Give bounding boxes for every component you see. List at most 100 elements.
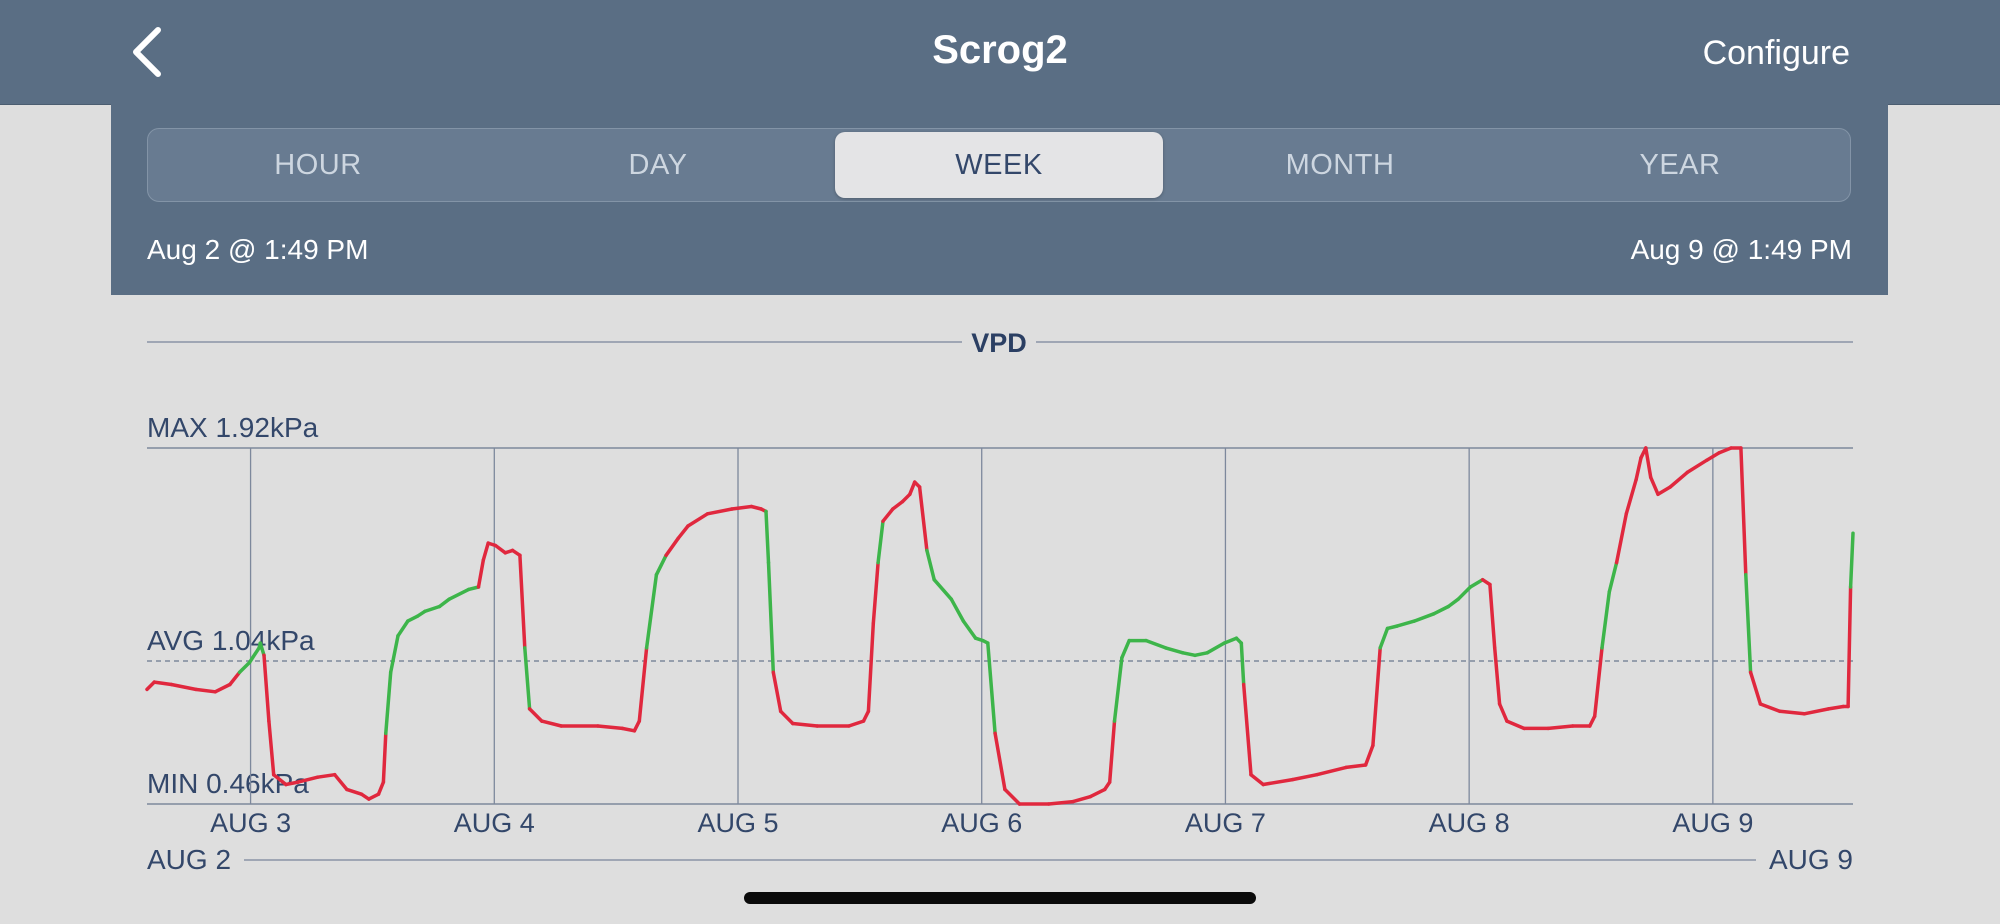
vpd-line-segment xyxy=(1644,446,1653,480)
vpd-line-segment xyxy=(447,587,471,601)
nav-bar: Scrog2 Configure xyxy=(0,0,2000,105)
vpd-line-segment xyxy=(406,614,420,623)
vpd-line-segment xyxy=(778,709,795,726)
vpd-line-segment xyxy=(1344,763,1368,770)
vpd-line-segment xyxy=(423,604,442,614)
vpd-line-segment xyxy=(891,499,905,511)
vpd-line-segment xyxy=(1497,702,1509,723)
vpd-line-segment xyxy=(1802,707,1831,716)
vpd-line-segment xyxy=(1378,626,1390,650)
vpd-line-segment xyxy=(1505,719,1526,731)
vpd-line-segment xyxy=(1241,682,1253,777)
vpd-line-segment xyxy=(1261,777,1295,787)
vpd-line-segment xyxy=(1181,651,1197,658)
vpd-line-segment xyxy=(861,709,871,723)
vpd-line-segment xyxy=(1163,646,1185,655)
vpd-line-segment xyxy=(493,543,508,555)
vpd-line-segment xyxy=(1846,585,1853,709)
range-panel: HOUR DAY WEEK MONTH YEAR Aug 2 @ 1:49 PM… xyxy=(111,104,1888,295)
vpd-line-segment xyxy=(384,670,393,736)
vpd-line-segment xyxy=(881,507,895,523)
vpd-line-segment xyxy=(271,772,288,787)
tab-hour[interactable]: HOUR xyxy=(274,149,362,181)
vpd-line-segment xyxy=(949,597,966,623)
tab-week[interactable]: WEEK xyxy=(835,132,1163,198)
tab-year[interactable]: YEAR xyxy=(1639,149,1721,181)
vpd-line-segment xyxy=(871,560,880,626)
vpd-line-segment xyxy=(596,724,624,731)
vpd-line-segment xyxy=(1239,641,1246,687)
vpd-line-segment xyxy=(766,560,776,675)
vpd-line-segment xyxy=(1758,702,1782,714)
vpd-line-segment xyxy=(540,719,564,728)
vpd-line-segment xyxy=(686,512,710,528)
vpd-line-segment xyxy=(1412,612,1436,623)
vpd-line-segment xyxy=(376,780,386,796)
range-end-axis-label: AUG 9 xyxy=(1769,844,1853,875)
vpd-line-segment xyxy=(620,726,637,733)
chevron-left-icon xyxy=(133,27,161,77)
x-tick-label: AUG 4 xyxy=(454,808,535,838)
configure-button[interactable]: Configure xyxy=(1702,34,1850,72)
vpd-line-segment xyxy=(644,573,659,650)
vpd-line-segment xyxy=(237,660,252,675)
vpd-line-segment xyxy=(1826,704,1846,711)
vpd-line-segment xyxy=(876,519,885,565)
vpd-line-segment xyxy=(1432,604,1451,616)
vpd-line-segment xyxy=(847,719,866,728)
vpd-line-segment xyxy=(1071,794,1092,804)
vpd-line-segment xyxy=(654,553,668,577)
vpd-line-segment xyxy=(1624,477,1638,516)
vpd-line-segment xyxy=(1468,577,1485,589)
x-tick-label: AUG 9 xyxy=(1672,808,1753,838)
vpd-line-segment xyxy=(367,792,381,801)
vpd-line-segment xyxy=(1748,670,1763,706)
vpd-line-segment xyxy=(152,680,174,687)
vpd-line-segment xyxy=(247,646,261,665)
max-label: MAX 1.92kPa xyxy=(147,412,319,443)
vpd-line-segment xyxy=(917,485,929,553)
vpd-line-segment xyxy=(332,772,349,792)
vpd-line-segment xyxy=(637,646,649,723)
vpd-line-segment xyxy=(1492,646,1502,706)
vpd-line-segment xyxy=(1739,446,1748,577)
vpd-line-segment xyxy=(1315,765,1348,777)
tab-month[interactable]: MONTH xyxy=(1285,149,1395,181)
vpd-line-segment xyxy=(1614,512,1629,565)
vpd-line-segment xyxy=(1600,590,1612,650)
back-button[interactable] xyxy=(126,24,174,80)
range-start-label: Aug 2 @ 1:49 PM xyxy=(147,234,369,265)
vpd-line-segment xyxy=(1205,641,1226,655)
vpd-line-segment xyxy=(1456,585,1473,601)
vpd-line-segment xyxy=(1546,724,1575,731)
vpd-line-segment xyxy=(1656,485,1672,497)
tab-day[interactable]: DAY xyxy=(628,149,688,181)
vpd-line-segment xyxy=(1685,458,1709,475)
vpd-line-segment xyxy=(1193,651,1209,658)
vpd-line-segment xyxy=(213,682,232,694)
vpd-line-segment xyxy=(523,646,532,711)
vpd-line-segment xyxy=(1363,743,1375,767)
vpd-line-segment xyxy=(315,772,337,779)
vpd-line-segment xyxy=(866,621,876,714)
vpd-line-segment xyxy=(345,787,364,796)
vpd-line-segment xyxy=(1290,772,1319,782)
vpd-line-segment xyxy=(925,548,936,582)
vpd-line-segment xyxy=(437,597,451,609)
vpd-line-segment xyxy=(1705,451,1721,462)
vpd-line-segment xyxy=(296,775,320,784)
vpd-line-segment xyxy=(1648,475,1660,497)
vpd-line-segment xyxy=(1371,646,1382,748)
x-tick-label: AUG 7 xyxy=(1185,808,1266,838)
vpd-line-segment xyxy=(1144,638,1168,650)
vpd-line-segment xyxy=(381,731,388,784)
range-end-label: Aug 9 @ 1:49 PM xyxy=(1630,234,1852,265)
vpd-line-segment xyxy=(705,507,734,516)
vpd-line-segment xyxy=(961,619,978,640)
vpd-line-segment xyxy=(258,641,266,658)
vpd-line-segment xyxy=(284,780,300,787)
vpd-line-segment xyxy=(518,553,527,650)
vpd-line-segment xyxy=(396,619,410,638)
x-tick-label: AUG 6 xyxy=(941,808,1022,838)
x-tick-label: AUG 5 xyxy=(697,808,778,838)
